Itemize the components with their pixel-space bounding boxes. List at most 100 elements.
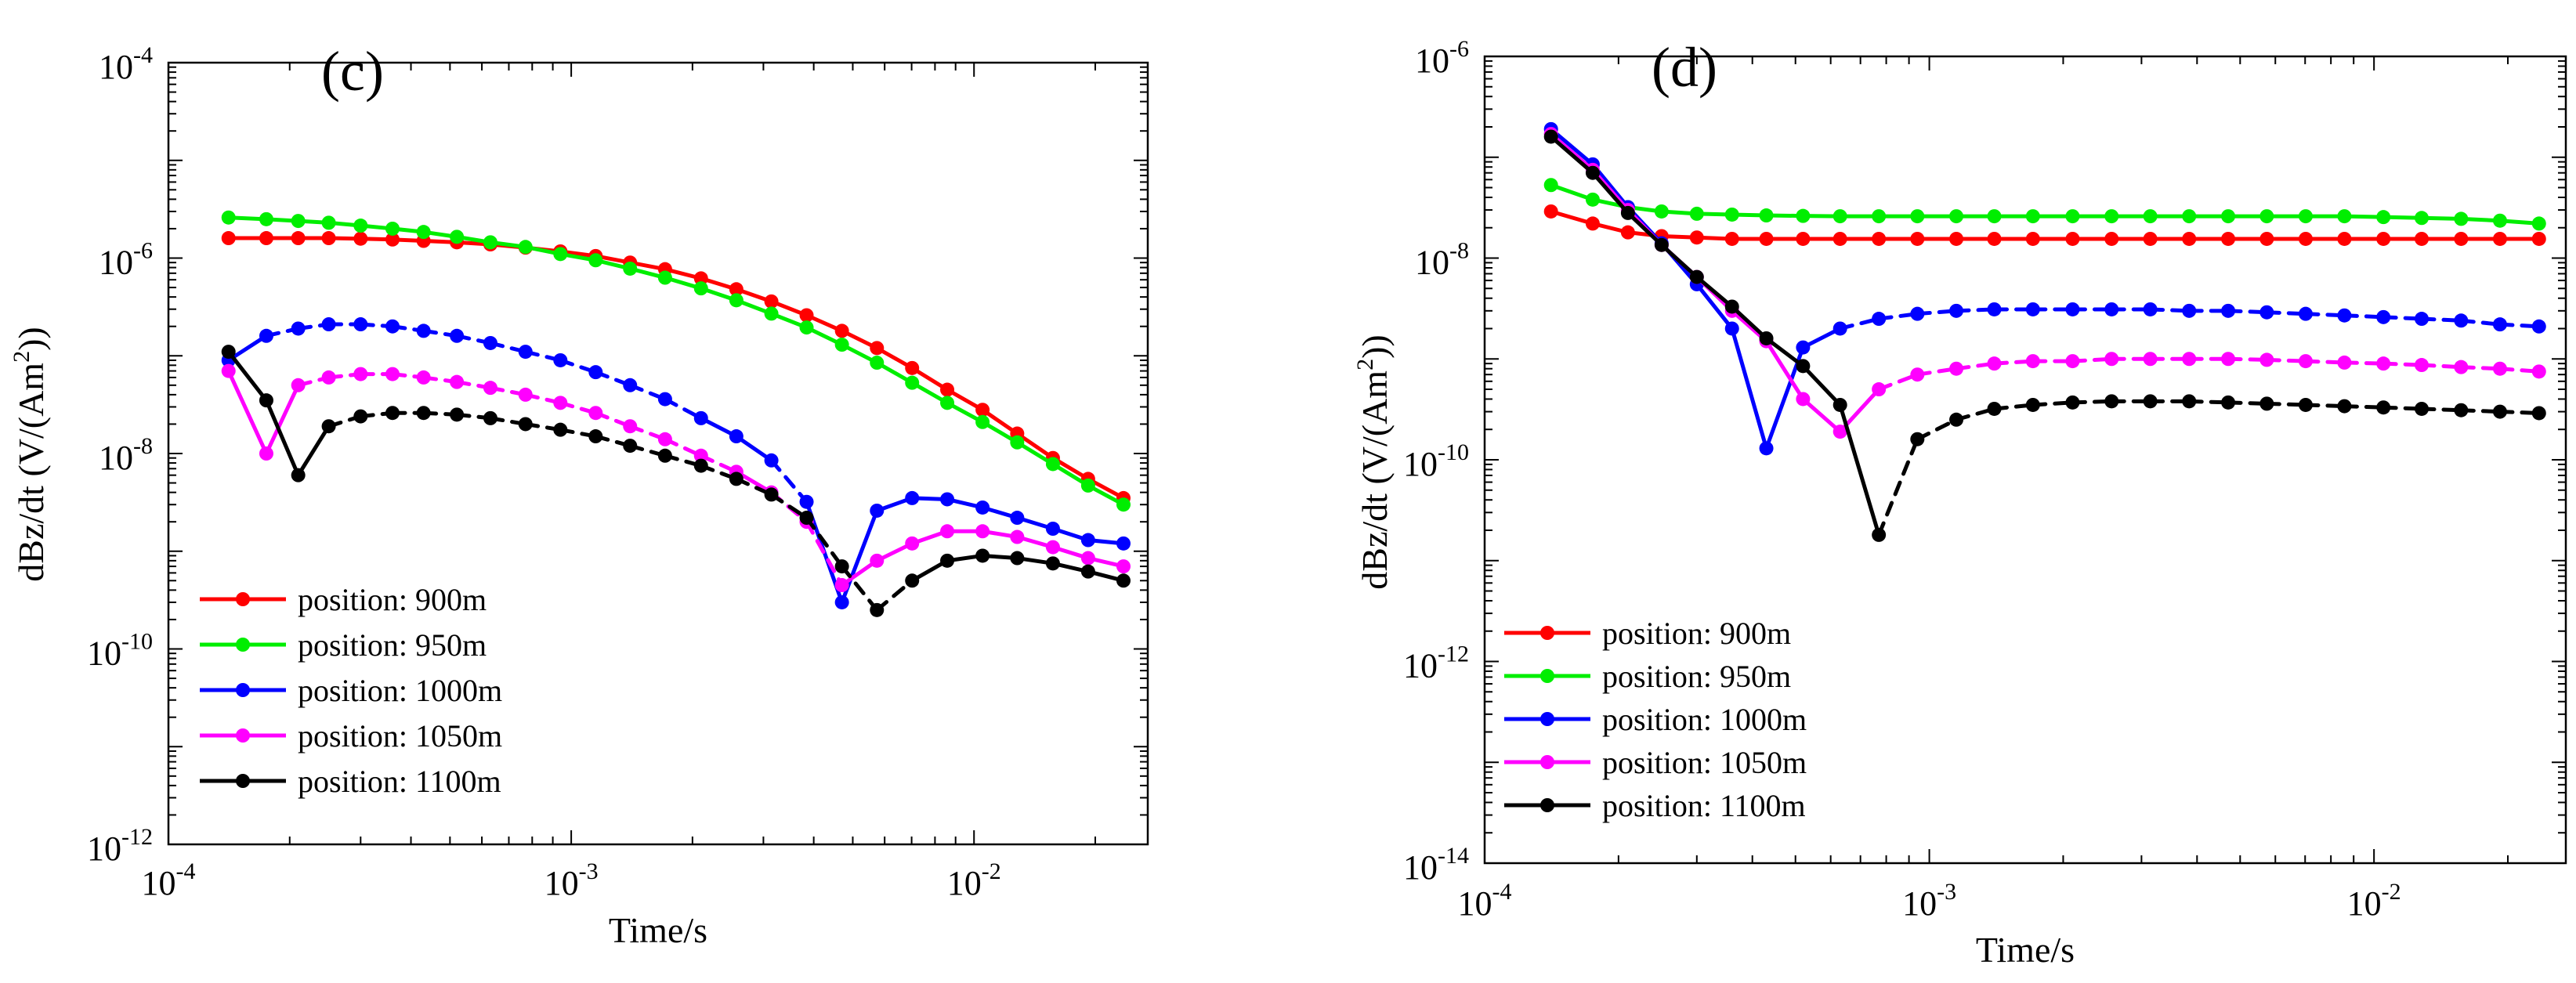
data-point [353, 317, 368, 332]
series-segment [296, 424, 331, 478]
series-segment [1659, 243, 1699, 280]
data-point [2259, 352, 2274, 367]
data-point [1045, 540, 1060, 555]
data-point [2531, 319, 2546, 334]
data-point [2415, 358, 2429, 373]
data-point [2104, 302, 2119, 316]
data-point [1689, 269, 1704, 284]
data-point [1872, 231, 1887, 246]
data-point [1987, 231, 2002, 246]
x-tick-label: 10-2 [947, 858, 1001, 902]
data-point [1949, 231, 1964, 246]
data-point [940, 553, 955, 568]
data-point [259, 328, 273, 343]
data-point [799, 308, 814, 323]
data-point [1010, 435, 1025, 450]
data-point [1949, 361, 1964, 376]
data-point [1724, 299, 1739, 314]
data-point [2065, 209, 2080, 224]
data-point [1796, 359, 1811, 374]
series-segment [1838, 403, 1881, 537]
data-point [1872, 209, 1887, 224]
y-tick-label: 10-12 [1403, 641, 1469, 685]
legend-marker [1540, 798, 1554, 812]
y-axis-label: dBz/dt (V/(Am2)) [9, 327, 51, 581]
data-point [1080, 551, 1095, 566]
data-point [1689, 206, 1704, 221]
data-point [221, 345, 236, 360]
data-point [2104, 231, 2119, 246]
axes-frame [1483, 55, 2567, 865]
data-point [353, 219, 368, 233]
data-point [483, 381, 497, 396]
data-point [1543, 204, 1558, 219]
data-point [693, 448, 708, 463]
legend-marker [236, 774, 250, 788]
data-point [729, 282, 743, 297]
data-point [905, 360, 920, 375]
data-point [623, 378, 638, 392]
series-position-1100m [221, 345, 1131, 617]
data-point [2376, 309, 2391, 324]
data-point [2376, 400, 2391, 415]
series-segment [226, 369, 269, 456]
data-point [2221, 352, 2236, 367]
data-point [353, 367, 368, 381]
data-point [870, 553, 885, 568]
data-point [321, 419, 336, 434]
legend-label: position: 950m [1602, 659, 1791, 694]
data-point [1872, 382, 1887, 397]
data-point [2182, 394, 2197, 409]
data-point [2298, 209, 2313, 224]
data-point [1654, 237, 1669, 252]
data-point [764, 453, 779, 468]
data-point [870, 602, 885, 617]
data-point [2492, 231, 2507, 246]
chart-panel-d: 10-4 10-3 10-2 10-6 10-8 10-10 10-12 10-14 Time/… [1352, 36, 2567, 970]
data-point [2337, 308, 2352, 323]
data-point [2143, 231, 2158, 246]
series-position-1000m [221, 317, 1131, 609]
data-point [834, 559, 849, 574]
data-point [2143, 352, 2158, 367]
data-point [2492, 213, 2507, 228]
data-point [2221, 395, 2236, 410]
data-point [416, 225, 431, 240]
data-point [1796, 208, 1811, 223]
x-axis-label: Time/s [1976, 930, 2075, 970]
x-tick-label: 10-3 [545, 858, 599, 902]
data-point [693, 410, 708, 425]
data-point [1796, 231, 1811, 246]
data-point [385, 406, 400, 421]
data-point [221, 363, 236, 378]
data-point [2454, 231, 2469, 246]
series-position-950m [1543, 178, 2546, 231]
y-tick-label: 10-14 [1403, 843, 1469, 887]
y-tick-label: 10-6 [1415, 36, 1469, 80]
data-point [1987, 401, 2002, 416]
series-segment [1626, 211, 1664, 248]
data-point [1724, 231, 1739, 246]
series-segment [264, 398, 301, 478]
data-point [623, 439, 638, 454]
data-point [2298, 397, 2313, 412]
data-point [2143, 394, 2158, 409]
data-point [259, 393, 273, 408]
data-point [1910, 306, 1925, 321]
data-point [2104, 209, 2119, 224]
data-point [2415, 401, 2429, 416]
data-point [1910, 231, 1925, 246]
data-point [657, 432, 672, 446]
series-position-1100m [1543, 129, 2546, 542]
data-point [975, 524, 990, 539]
chart-panel-c: 10-4 10-3 10-2 10-4 10-6 10-8 10-10 10-12 Time/s… [9, 40, 1149, 950]
data-point [1833, 209, 1847, 224]
series-position-900m [1543, 204, 2546, 246]
legend-marker [1540, 755, 1554, 769]
data-point [729, 429, 743, 444]
data-point [1585, 165, 1600, 180]
data-point [2298, 231, 2313, 246]
data-point [588, 429, 603, 444]
legend-label: position: 1050m [298, 718, 502, 754]
